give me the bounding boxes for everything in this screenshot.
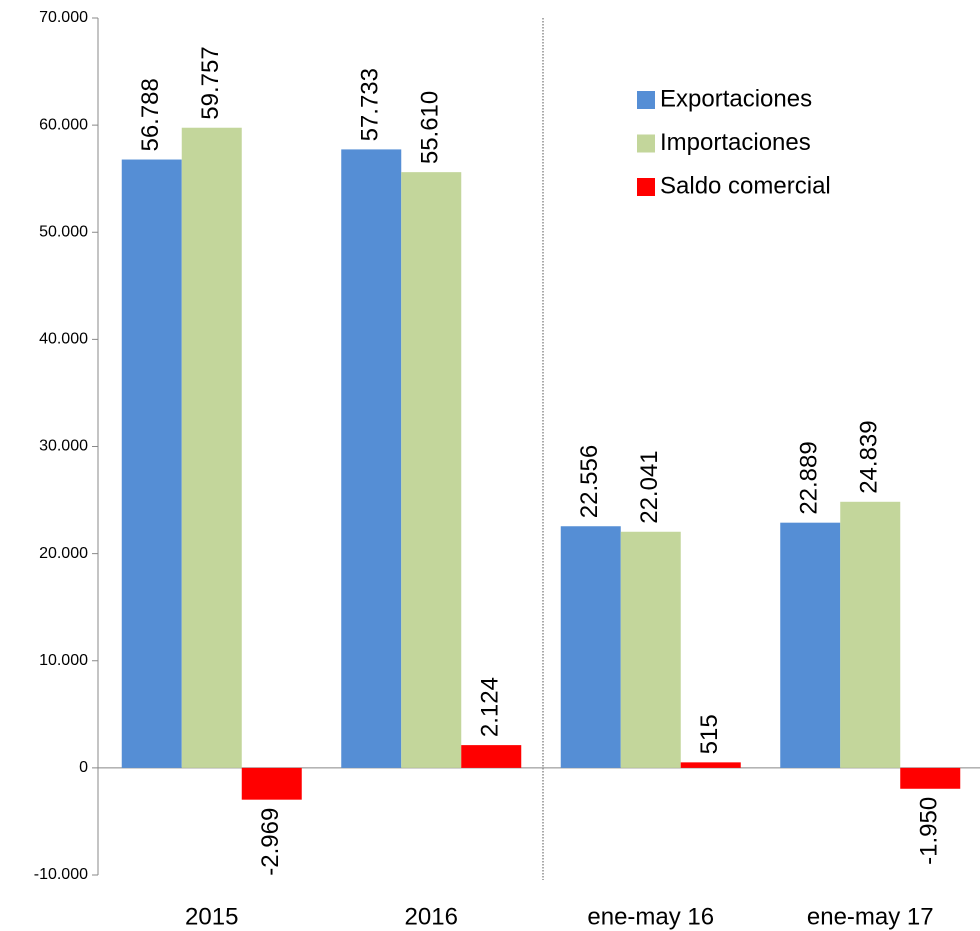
bar [401,172,462,768]
value-label: 56.788 [137,78,164,151]
bar [680,762,741,768]
bar [840,501,901,768]
y-tick-label: 30.000 [39,438,88,455]
x-tick-label: 2015 [185,903,238,930]
y-tick-label: -10.000 [34,866,88,883]
x-tick-label: ene-may 17 [807,903,934,930]
y-tick-label: 50.000 [39,223,88,240]
y-tick-label: 20.000 [39,545,88,562]
bar [620,531,681,768]
bar [560,526,621,768]
legend-swatch [637,91,655,109]
value-label: -2.969 [257,808,284,876]
bar [121,159,182,768]
x-tick-label: 2016 [405,903,458,930]
legend-label: Exportaciones [660,85,812,112]
value-label: 24.839 [856,420,883,493]
bar [181,127,242,768]
value-label: 55.610 [417,91,444,164]
x-tick-label: ene-may 16 [587,903,714,930]
legend-swatch [637,178,655,196]
legend-swatch [637,134,655,153]
bar [241,767,302,800]
y-tick-label: 0 [79,759,88,776]
legend-label: Importaciones [660,129,811,156]
value-label: -1.950 [916,797,943,865]
y-tick-label: 40.000 [39,331,88,348]
value-label: 57.733 [357,68,384,141]
legend-label: Saldo comercial [660,172,831,199]
value-label: 515 [696,714,723,754]
y-tick-label: 10.000 [39,652,88,669]
bar [900,767,961,789]
y-tick-label: 70.000 [39,9,88,26]
value-label: 2.124 [477,677,504,737]
bar [780,522,841,768]
bar [461,745,522,768]
value-label: 22.041 [636,450,663,523]
value-label: 22.556 [576,445,603,518]
y-tick-label: 60.000 [39,116,88,133]
bar [341,149,402,768]
value-label: 22.889 [796,441,823,514]
value-label: 59.757 [197,46,224,119]
